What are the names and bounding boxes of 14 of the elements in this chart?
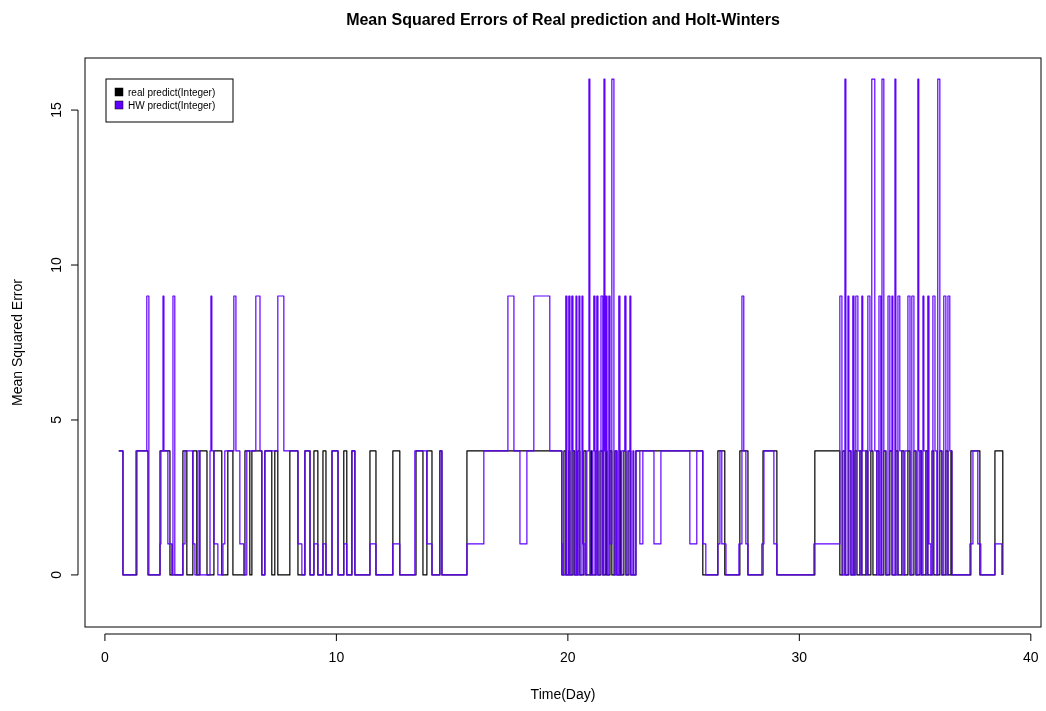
y-tick-label: 0: [48, 570, 64, 579]
chart-title: Mean Squared Errors of Real prediction and Holt-Winters: [346, 11, 780, 28]
x-tick-label: 10: [328, 649, 345, 665]
y-tick-label: 10: [48, 257, 64, 273]
x-tick-label: 20: [560, 649, 576, 665]
x-axis-title: Time(Day): [530, 686, 596, 702]
x-tick-label: 0: [101, 649, 110, 665]
x-tick-label: 40: [1023, 649, 1039, 665]
y-tick-label: 5: [48, 415, 64, 424]
legend-label: real predict(Integer): [128, 87, 216, 98]
legend-label: HW predict(Integer): [128, 100, 216, 111]
y-tick-label: 15: [48, 102, 64, 118]
y-axis-title: Mean Squared Error: [9, 278, 25, 406]
x-tick-label: 30: [791, 649, 808, 665]
